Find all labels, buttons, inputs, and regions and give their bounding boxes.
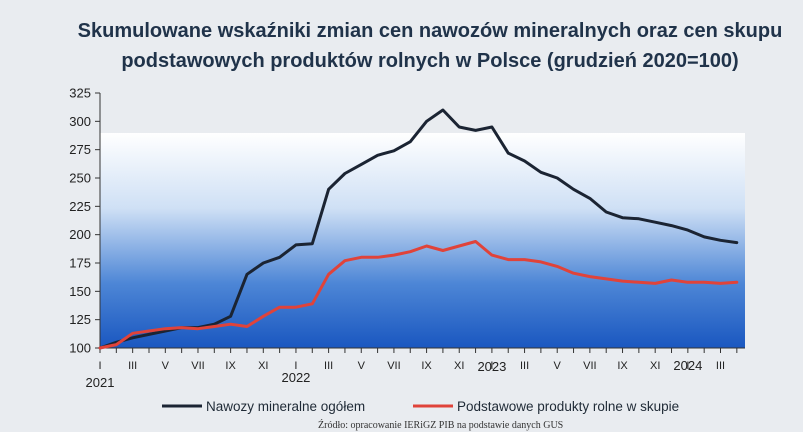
legend-label: Podstawowe produkty rolne w skupie — [457, 399, 679, 414]
x-tick-label: III — [520, 360, 529, 372]
chart-title-line-1: Skumulowane wskaźniki zmian cen nawozów … — [77, 20, 783, 42]
y-tick-label: 200 — [69, 227, 91, 242]
year-label: 2021 — [86, 375, 115, 390]
y-tick-label: 325 — [69, 86, 91, 101]
x-tick-label: VII — [583, 360, 596, 372]
x-tick-label: I — [294, 360, 297, 372]
x-tick-label: I — [490, 360, 493, 372]
y-tick-label: 150 — [69, 284, 91, 299]
y-tick-label: 300 — [69, 114, 91, 129]
x-tick-label: XI — [650, 360, 660, 372]
x-tick-label: IX — [225, 360, 236, 372]
legend-label: Nawozy mineralne ogółem — [206, 399, 365, 414]
year-label: 2022 — [281, 370, 310, 385]
plot-background — [100, 133, 745, 348]
x-tick-label: VII — [387, 360, 400, 372]
year-label: 2024 — [673, 358, 702, 373]
y-tick-label: 250 — [69, 171, 91, 186]
x-tick-label: VII — [191, 360, 204, 372]
chart-title-line-2: podstawowych produktów rolnych w Polsce … — [121, 50, 739, 72]
y-tick-label: 275 — [69, 142, 91, 157]
x-tick-label: XI — [454, 360, 464, 372]
chart-title: Skumulowane wskaźniki zmian cen nawozów … — [40, 16, 803, 76]
x-tick-label: III — [716, 360, 725, 372]
x-tick-label: V — [358, 360, 366, 372]
y-tick-label: 100 — [69, 341, 91, 356]
x-tick-label: I — [98, 360, 101, 372]
x-tick-label: V — [554, 360, 562, 372]
series-line-2 — [98, 240, 739, 350]
x-tick-label: IX — [421, 360, 432, 372]
x-tick-label: IX — [617, 360, 628, 372]
x-tick-label: XI — [258, 360, 268, 372]
x-tick-label: V — [162, 360, 170, 372]
source-note: Źródło: opracowanie IERiGZ PIB na podsta… — [318, 419, 563, 431]
y-tick-label: 175 — [69, 256, 91, 271]
y-tick-label: 225 — [69, 199, 91, 214]
year-label: 2023 — [477, 359, 506, 374]
x-tick-label: I — [686, 360, 689, 372]
y-tick-label: 125 — [69, 312, 91, 327]
x-tick-label: III — [128, 360, 137, 372]
x-tick-label: III — [324, 360, 333, 372]
series-line-1 — [98, 108, 739, 350]
